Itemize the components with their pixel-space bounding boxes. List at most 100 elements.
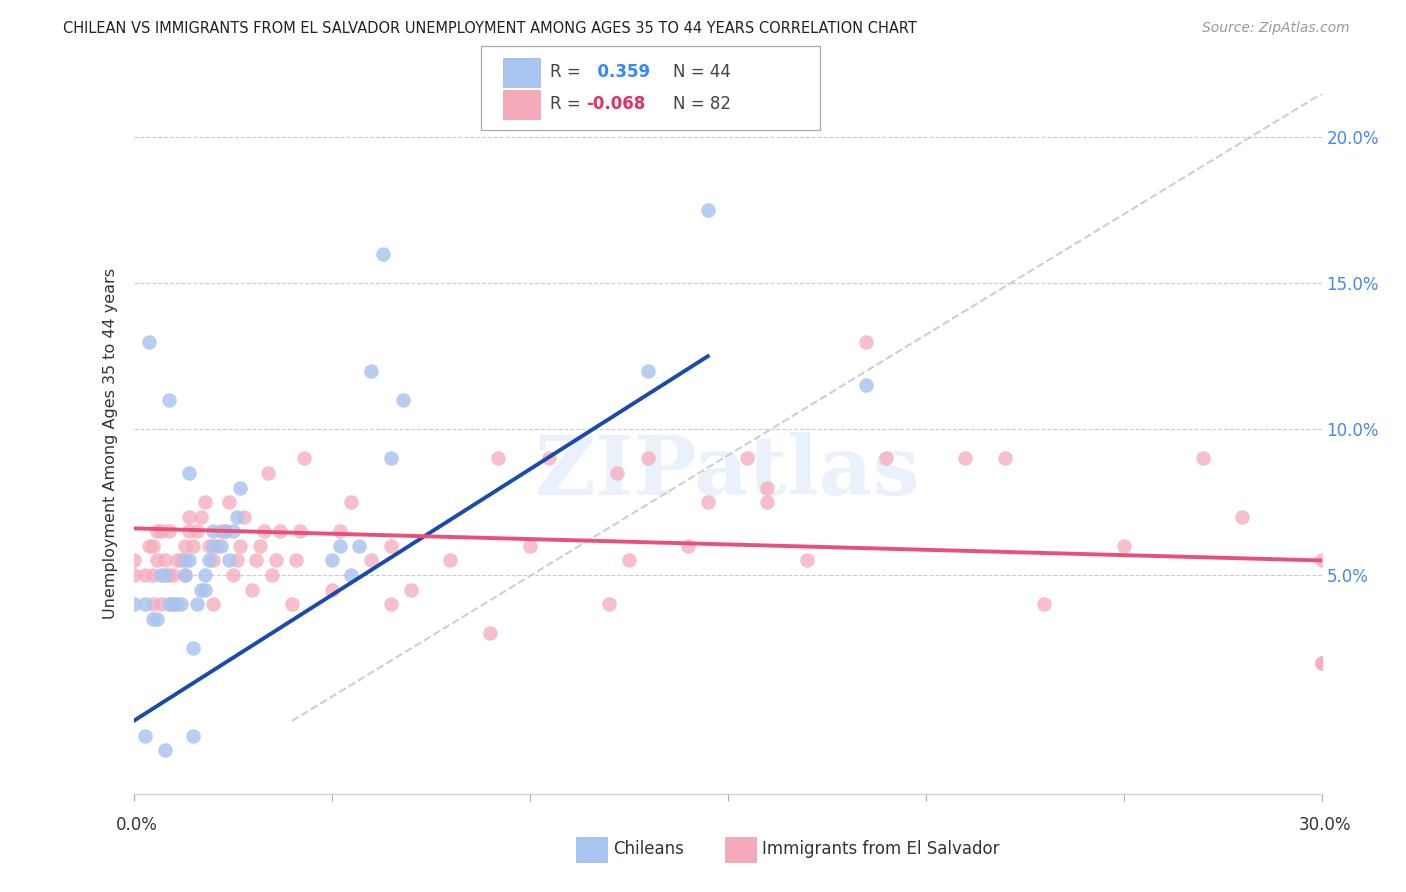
Point [142, 612, 165, 626]
Point [855, 334, 877, 349]
Point [756, 481, 779, 495]
Point [225, 553, 247, 567]
Point [380, 597, 402, 611]
Point [1310, 656, 1333, 670]
Point [157, 524, 180, 539]
Point [201, 524, 224, 539]
Text: N = 44: N = 44 [673, 63, 731, 81]
Point [245, 553, 267, 567]
Point [1033, 597, 1056, 611]
Point [146, 553, 169, 567]
Point [155, 568, 177, 582]
Point [399, 582, 422, 597]
Point [875, 451, 897, 466]
Point [349, 539, 371, 553]
Point [186, 524, 208, 539]
Point [166, 597, 188, 611]
Point [225, 509, 247, 524]
Point [606, 466, 628, 480]
Point [328, 539, 350, 553]
Point [177, 524, 200, 539]
Point [756, 495, 779, 509]
Point [138, 334, 160, 349]
Point [1191, 451, 1213, 466]
Point [1310, 553, 1333, 567]
Point [380, 451, 402, 466]
Point [162, 597, 184, 611]
Point [186, 597, 208, 611]
Point [637, 364, 659, 378]
Point [262, 568, 284, 582]
Point [134, 597, 156, 611]
Point [281, 597, 304, 611]
Point [155, 743, 177, 757]
Point [194, 582, 217, 597]
Point [229, 481, 252, 495]
Point [122, 597, 145, 611]
Point [181, 539, 204, 553]
Point [242, 582, 264, 597]
Point [340, 495, 363, 509]
Point [439, 553, 461, 567]
Point [214, 524, 236, 539]
Point [170, 597, 193, 611]
Point [194, 568, 217, 582]
Point [737, 451, 759, 466]
Point [538, 451, 561, 466]
Point [519, 539, 541, 553]
Point [150, 597, 173, 611]
Point [177, 553, 200, 567]
Y-axis label: Unemployment Among Ages 35 to 44 years: Unemployment Among Ages 35 to 44 years [103, 268, 118, 619]
Point [249, 539, 271, 553]
Point [162, 568, 184, 582]
Point [478, 626, 502, 640]
Point [162, 597, 184, 611]
Point [201, 553, 224, 567]
Point [221, 568, 243, 582]
Point [284, 553, 307, 567]
Point [218, 553, 240, 567]
Point [174, 568, 197, 582]
Point [134, 568, 156, 582]
Point [177, 466, 200, 480]
Point [201, 539, 224, 553]
Point [696, 203, 718, 218]
Text: N = 82: N = 82 [673, 95, 731, 113]
Point [146, 612, 169, 626]
Point [174, 539, 197, 553]
Point [328, 524, 350, 539]
Point [209, 524, 232, 539]
Point [198, 539, 221, 553]
Point [190, 509, 212, 524]
Text: ZIPatlas: ZIPatlas [534, 432, 921, 512]
Point [214, 524, 236, 539]
Point [170, 553, 193, 567]
Point [166, 553, 188, 567]
Point [637, 451, 659, 466]
Point [201, 597, 224, 611]
Point [360, 364, 382, 378]
Point [233, 509, 256, 524]
Point [157, 392, 180, 407]
Point [150, 524, 173, 539]
Point [122, 568, 145, 582]
Point [181, 729, 204, 743]
Point [292, 451, 315, 466]
Point [380, 539, 402, 553]
Point [146, 524, 169, 539]
Point [269, 524, 291, 539]
Point [486, 451, 509, 466]
Point [198, 553, 221, 567]
Point [1310, 656, 1333, 670]
Point [321, 553, 343, 567]
Point [229, 539, 252, 553]
Point [371, 247, 394, 261]
Point [142, 597, 165, 611]
Point [1112, 539, 1135, 553]
Text: Chileans: Chileans [613, 840, 683, 858]
Point [340, 568, 363, 582]
Point [157, 568, 180, 582]
Point [676, 539, 699, 553]
Point [122, 553, 145, 567]
Text: -0.068: -0.068 [586, 95, 645, 113]
